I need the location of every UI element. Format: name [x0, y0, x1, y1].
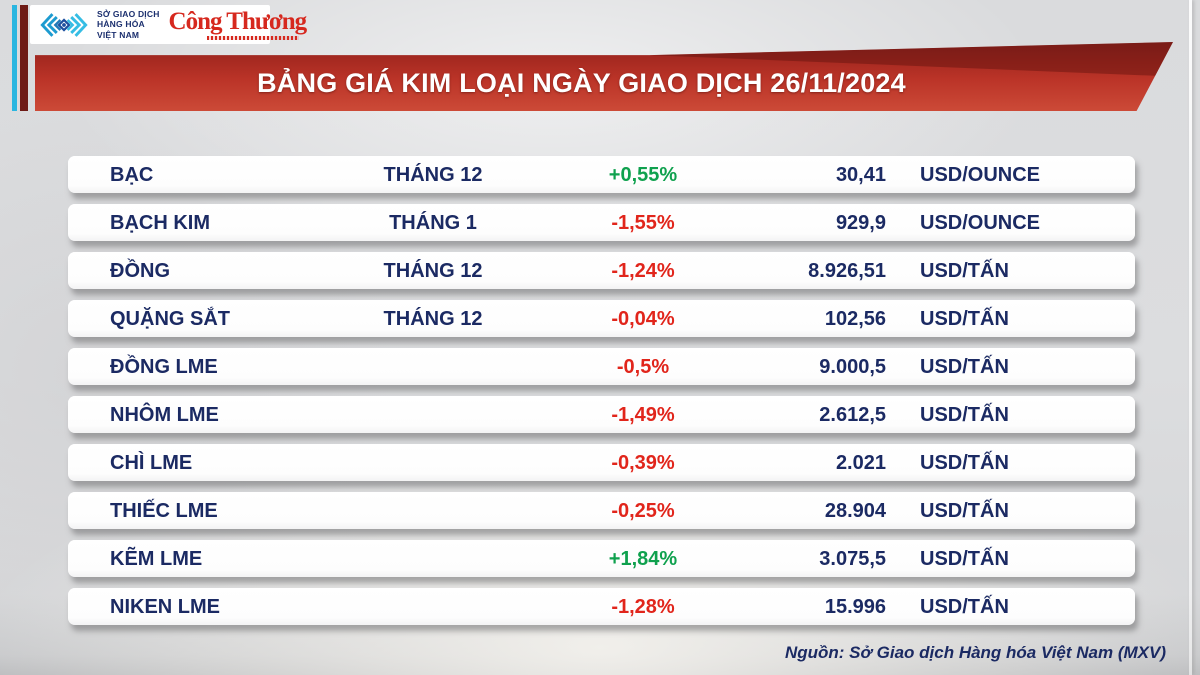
mxv-logo-line3: VIỆT NAM	[97, 29, 140, 40]
commodity-name: NIKEN LME	[110, 596, 220, 618]
page-title: BẢNG GIÁ KIM LOẠI NGÀY GIAO DỊCH 26/11/2…	[257, 67, 906, 98]
price-value: 2.021	[835, 452, 886, 474]
change-percent: +1,84%	[608, 548, 678, 570]
contract-month: THÁNG 12	[383, 260, 483, 282]
mxv-logo-line2: HÀNG HÓA	[97, 19, 145, 30]
table-row: THIẾC LME -0,25% 28.904 USD/TẤN	[68, 492, 1135, 529]
commodity-name: BẠC	[110, 164, 154, 186]
contract-month	[348, 588, 518, 625]
price-value: 28.904	[824, 500, 886, 522]
table-row: ĐỒNG THÁNG 12 -1,24% 8.926,51 USD/TẤN	[68, 252, 1135, 289]
commodity-name: KẼM LME	[110, 548, 203, 570]
change-percent: -0,25%	[611, 500, 675, 522]
contract-month	[348, 396, 518, 433]
table-row: KẼM LME +1,84% 3.075,5 USD/TẤN	[68, 540, 1135, 577]
price-unit: USD/OUNCE	[920, 212, 1041, 234]
congthuong-tagline-bar	[206, 36, 299, 40]
commodity-name: QUẶNG SẮT	[110, 308, 230, 330]
table-row: NIKEN LME -1,28% 15.996 USD/TẤN	[68, 588, 1135, 625]
table-row: ĐỒNG LME -0,5% 9.000,5 USD/TẤN	[68, 348, 1135, 385]
congthuong-logo: Công Thương	[169, 9, 307, 40]
mxv-logo-line1: SỞ GIAO DỊCH	[97, 9, 160, 20]
price-value: 2.612,5	[819, 404, 886, 426]
mxv-logo-text: SỞ GIAO DỊCH HÀNG HÓA VIỆT NAM	[97, 9, 160, 39]
contract-month	[348, 444, 518, 481]
commodity-name: ĐỒNG	[110, 260, 170, 282]
price-unit: USD/TẤN	[920, 548, 1009, 570]
table-row: NHÔM LME -1,49% 2.612,5 USD/TẤN	[68, 396, 1135, 433]
change-percent: -1,24%	[611, 260, 675, 282]
price-value: 15.996	[824, 596, 886, 618]
commodity-name: ĐỒNG LME	[110, 356, 218, 378]
price-unit: USD/TẤN	[920, 308, 1009, 330]
price-value: 102,56	[824, 308, 886, 330]
contract-month	[348, 492, 518, 529]
change-percent: -0,5%	[616, 356, 670, 378]
contract-month	[348, 348, 518, 385]
commodity-name: CHÌ LME	[110, 452, 193, 474]
source-credit: Nguồn: Sở Giao dịch Hàng hóa Việt Nam (M…	[784, 643, 1166, 662]
title-banner: BẢNG GIÁ KIM LOẠI NGÀY GIAO DỊCH 26/11/2…	[35, 42, 1173, 111]
price-value: 9.000,5	[819, 356, 886, 378]
table-row: CHÌ LME -0,39% 2.021 USD/TẤN	[68, 444, 1135, 481]
price-value: 929,9	[835, 212, 886, 234]
price-table: BẠC THÁNG 12 +0,55% 30,41 USD/OUNCE BẠCH KIM T…	[68, 156, 1135, 636]
change-percent: -1,49%	[611, 404, 675, 426]
price-unit: USD/TẤN	[920, 500, 1009, 522]
contract-month	[348, 540, 518, 577]
change-percent: -0,39%	[611, 452, 675, 474]
price-value: 3.075,5	[819, 548, 886, 570]
commodity-name: NHÔM LME	[110, 404, 219, 426]
table-row: BẠC THÁNG 12 +0,55% 30,41 USD/OUNCE	[68, 156, 1135, 193]
price-unit: USD/OUNCE	[920, 164, 1041, 186]
price-unit: USD/TẤN	[920, 596, 1009, 618]
price-value: 8.926,51	[808, 260, 886, 282]
contract-month: THÁNG 12	[383, 164, 483, 186]
commodity-name: BẠCH KIM	[110, 212, 210, 234]
accent-stripe-maroon	[20, 5, 28, 111]
contract-month: THÁNG 1	[389, 212, 477, 234]
price-unit: USD/TẤN	[920, 260, 1009, 282]
accent-stripe-cyan	[12, 5, 17, 111]
table-row: QUẶNG SẮT THÁNG 12 -0,04% 102,56 USD/TẤN	[68, 300, 1135, 337]
contract-month: THÁNG 12	[383, 308, 483, 330]
table-row: BẠCH KIM THÁNG 1 -1,55% 929,9 USD/OUNCE	[68, 204, 1135, 241]
price-unit: USD/TẤN	[920, 452, 1009, 474]
change-percent: -1,55%	[611, 212, 675, 234]
congthuong-wordmark: Công Thương	[168, 8, 308, 35]
price-unit: USD/TẤN	[920, 356, 1009, 378]
change-percent: -1,28%	[611, 596, 675, 618]
price-unit: USD/TẤN	[920, 404, 1009, 426]
commodity-name: THIẾC LME	[110, 500, 218, 522]
mxv-diamond-icon	[40, 12, 88, 37]
price-value: 30,41	[835, 164, 886, 186]
change-percent: -0,04%	[611, 308, 675, 330]
change-percent: +0,55%	[608, 164, 678, 186]
logo-bar: SỞ GIAO DỊCH HÀNG HÓA VIỆT NAM Công Thươ…	[30, 5, 307, 44]
